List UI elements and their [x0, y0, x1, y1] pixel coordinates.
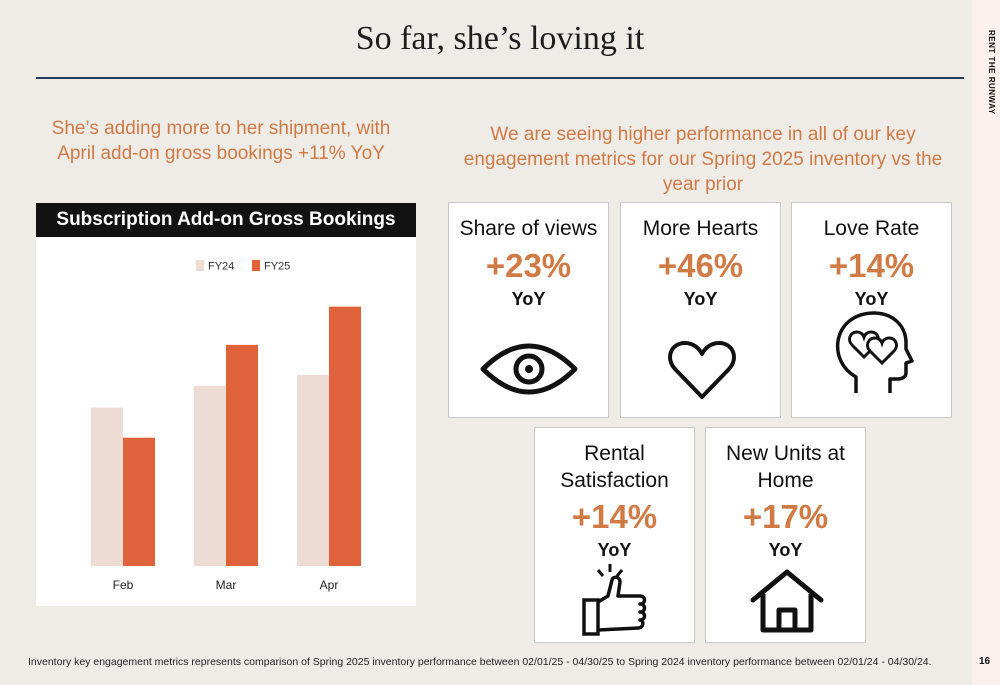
metric-yoy: YoY [511, 289, 546, 309]
subtitle-left: She’s adding more to her shipment, with … [51, 118, 391, 164]
side-strip [972, 0, 1000, 685]
eye-icon [480, 343, 578, 395]
metric-card-share-of-views: Share of views +23% YoY [448, 202, 609, 418]
heart-icon [668, 341, 736, 399]
footnote: Inventory key engagement metrics represe… [28, 656, 932, 668]
metric-card-more-hearts: More Hearts +46% YoY [620, 202, 781, 418]
metric-yoy: YoY [683, 289, 718, 309]
metric-label-line1: Rental [584, 442, 645, 465]
metric-card-new-units-at-home: New Units at Home +17% YoY [705, 427, 866, 643]
thumbs-up-icon [582, 564, 647, 636]
metric-yoy: YoY [597, 540, 632, 560]
bar-fy24-apr [297, 374, 329, 566]
metric-value: +23% [485, 247, 572, 284]
head-hearts-icon [835, 311, 914, 393]
legend-swatch-fy25 [252, 260, 260, 271]
house-icon [750, 569, 824, 633]
metric-card-love-rate: Love Rate +14% YoY [791, 202, 952, 418]
legend-swatch-fy24 [196, 260, 204, 271]
bar-chart: FY24 FY25 Feb Mar Apr [91, 260, 361, 592]
subtitle-right: We are seeing higher performance in all … [463, 124, 943, 195]
bar-fy25-mar [226, 344, 258, 566]
bar-fy25-feb [123, 437, 155, 566]
metric-value: +14% [828, 247, 915, 284]
metric-yoy: YoY [768, 540, 803, 560]
metric-label-line2: Satisfaction [560, 469, 669, 492]
bar-fy25-apr [329, 306, 361, 566]
metric-value: +46% [657, 247, 744, 284]
x-tick-label: Apr [320, 578, 339, 592]
metric-value: +17% [742, 498, 829, 535]
page-title: So far, she’s loving it [355, 20, 645, 57]
page-number: 16 [979, 656, 991, 667]
bar-fy24-feb [91, 407, 123, 566]
metric-label: Love Rate [823, 217, 920, 240]
legend-label: FY25 [264, 261, 290, 273]
metric-label-line1: New Units at [725, 442, 846, 465]
metric-card-rental-satisfaction: Rental Satisfaction +14% YoY [534, 427, 695, 643]
metric-label: Share of views [459, 217, 598, 240]
chart-title: Subscription Add-on Gross Bookings [36, 203, 416, 237]
metric-yoy: YoY [854, 289, 889, 309]
brand-vertical-text: RENT THE RUNWAY [987, 30, 996, 115]
title-divider [36, 77, 964, 79]
metric-label: More Hearts [642, 217, 759, 240]
metric-value: +14% [571, 498, 658, 535]
metric-label-line2: Home [757, 469, 814, 492]
chart-card: FY24 FY25 Feb Mar Apr Subscription Add-on Gr… [36, 203, 416, 606]
x-tick-label: Feb [113, 578, 134, 592]
legend-label: FY24 [208, 261, 234, 273]
x-tick-label: Mar [216, 578, 237, 592]
bar-fy24-mar [194, 385, 226, 566]
